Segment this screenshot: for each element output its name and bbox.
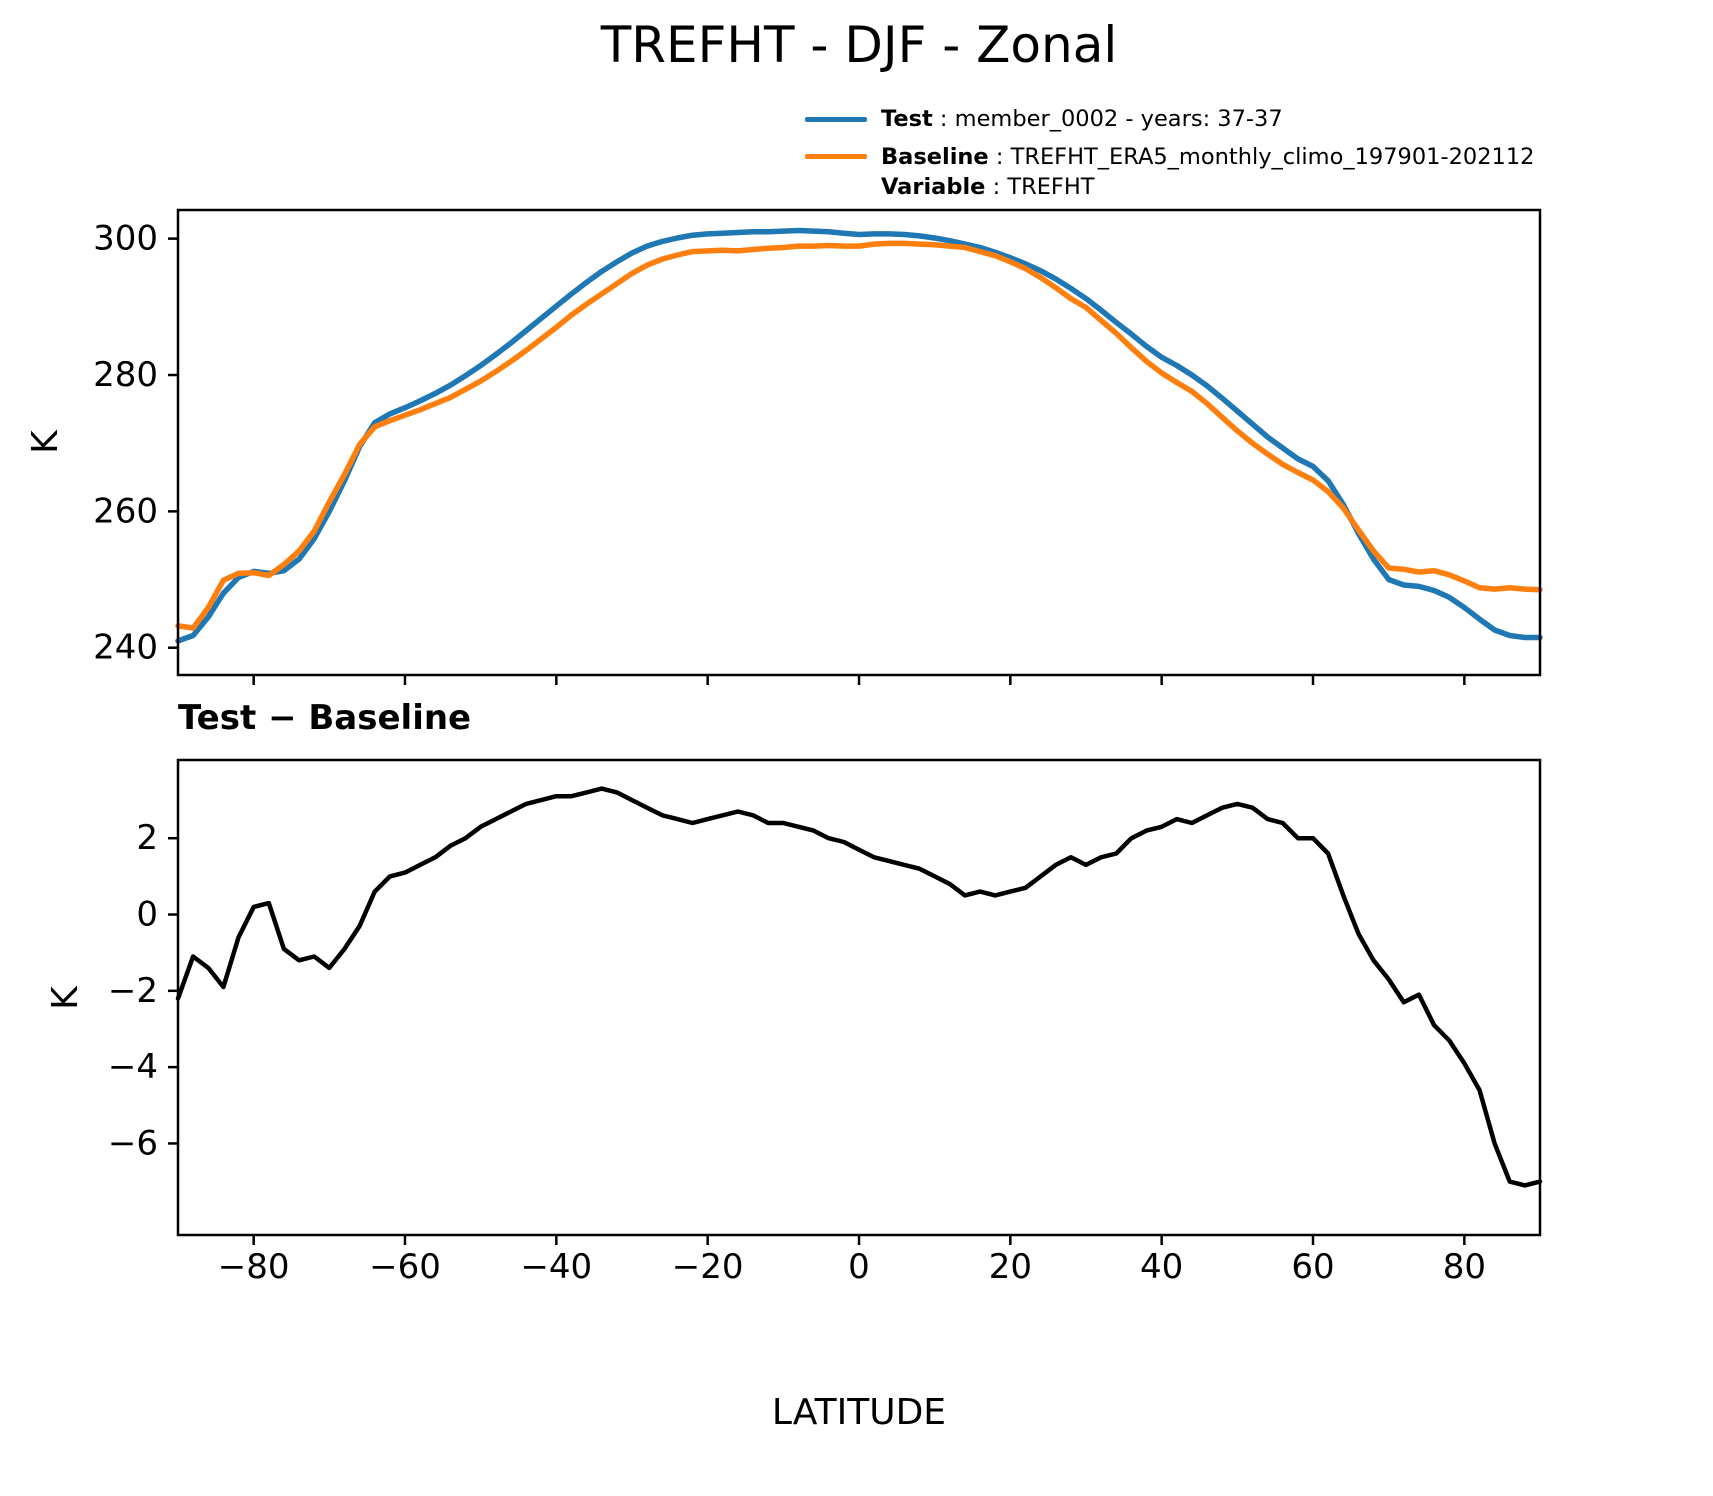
y-tick-label: −4 <box>108 1047 158 1087</box>
legend-baseline-value: : TREFHT_ERA5_monthly_climo_197901-20211… <box>988 144 1535 170</box>
test-minus-baseline-line <box>175 786 1543 1188</box>
x-tick-label: 0 <box>848 1247 870 1287</box>
legend: Test : member_0002 - years: 37-37 Baseli… <box>805 104 1534 210</box>
x-tick-label: 60 <box>1291 1247 1334 1287</box>
y-tick-label: 280 <box>93 355 158 395</box>
figure-title: TREFHT - DJF - Zonal <box>600 16 1118 74</box>
x-tick-label: 40 <box>1140 1247 1183 1287</box>
y-tick-label: −2 <box>108 971 158 1011</box>
x-tick-label: −80 <box>218 1247 290 1287</box>
legend-test-text: Test : member_0002 - years: 37-37 <box>881 104 1283 134</box>
legend-item-baseline: Baseline : TREFHT_ERA5_monthly_climo_197… <box>805 142 1534 202</box>
legend-baseline-label: Baseline <box>881 144 989 170</box>
legend-test-value: : member_0002 - years: 37-37 <box>932 106 1283 132</box>
x-tick-label: 20 <box>989 1247 1032 1287</box>
y-tick-label: 0 <box>136 895 158 935</box>
y-tick-label: 240 <box>93 628 158 668</box>
baseline-line-swatch <box>805 154 867 159</box>
baseline-line <box>175 240 1543 631</box>
plot-frame-diff <box>176 758 1542 1237</box>
legend-test-label: Test <box>881 106 933 132</box>
plot-frame-zonal <box>176 208 1542 677</box>
x-tick-label: 80 <box>1443 1247 1486 1287</box>
legend-variable-value: : TREFHT <box>985 174 1095 200</box>
legend-variable-label: Variable <box>881 174 986 200</box>
y-tick-label: 260 <box>93 491 158 531</box>
diff-plot-title: Test − Baseline <box>178 698 472 738</box>
y-tick-label: −6 <box>108 1123 158 1163</box>
x-tick-label: −20 <box>672 1247 744 1287</box>
legend-variable-text: Variable : TREFHT <box>881 172 1534 202</box>
y-tick-label: 2 <box>136 818 158 858</box>
x-tick-label: −40 <box>520 1247 592 1287</box>
test-line <box>175 227 1543 644</box>
legend-baseline-block: Baseline : TREFHT_ERA5_monthly_climo_197… <box>881 142 1534 202</box>
x-tick-label: −60 <box>369 1247 441 1287</box>
y-tick-label: 300 <box>93 219 158 259</box>
legend-item-test: Test : member_0002 - years: 37-37 <box>805 104 1534 134</box>
test-line-swatch <box>805 116 867 122</box>
x-axis-label: LATITUDE <box>771 1392 947 1433</box>
legend-baseline-text: Baseline : TREFHT_ERA5_monthly_climo_197… <box>881 142 1534 172</box>
